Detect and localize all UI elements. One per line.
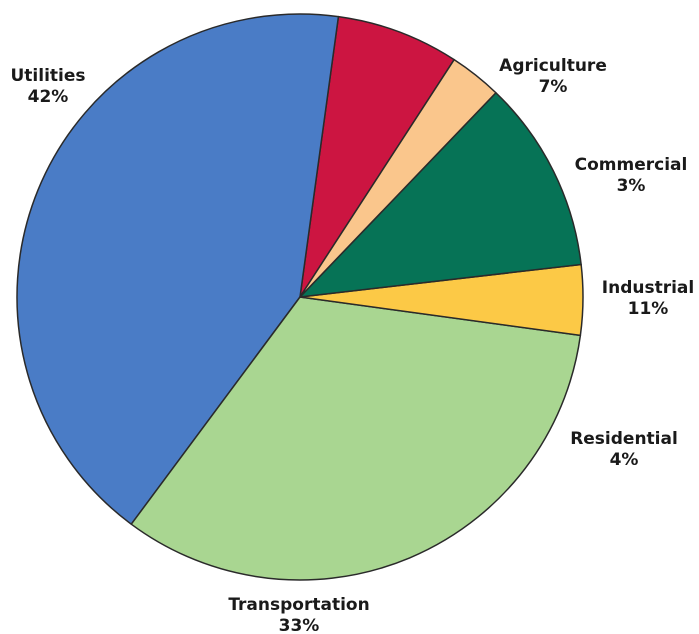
slice-label-value: 42%	[28, 87, 69, 107]
slice-label-value: 3%	[617, 176, 646, 196]
slice-label-name: Commercial	[575, 155, 688, 175]
pie-labels: Agriculture 7%Utilities 42%Transportation 3…	[10, 56, 694, 634]
slice-label-agriculture: Agriculture 7%	[499, 56, 607, 97]
pie-slice-utilities	[16, 13, 340, 525]
pie-slice-transportation	[130, 296, 582, 581]
slice-label-value: 7%	[539, 77, 568, 97]
slice-label-industrial: Industrial 11%	[602, 278, 694, 319]
slice-label-commercial: Commercial 3%	[575, 155, 688, 196]
pie-slices	[16, 13, 584, 581]
slice-label-transportation: Transportation 33%	[228, 595, 369, 634]
pie-slice-industrial	[299, 91, 582, 298]
pie-slice-agriculture	[299, 15, 455, 298]
slice-label-residential: Residential 4%	[570, 429, 678, 470]
slice-label-name: Utilities	[10, 66, 85, 86]
pie-slice-commercial	[299, 58, 497, 298]
slice-label-value: 11%	[628, 299, 669, 319]
slice-label-value: 4%	[610, 450, 639, 470]
slice-label-name: Industrial	[602, 278, 694, 298]
slice-label-name: Agriculture	[499, 56, 607, 76]
slice-label-name: Transportation	[228, 595, 369, 615]
slice-label-utilities: Utilities 42%	[10, 66, 85, 107]
slice-label-name: Residential	[570, 429, 678, 449]
slice-label-value: 33%	[279, 616, 320, 634]
